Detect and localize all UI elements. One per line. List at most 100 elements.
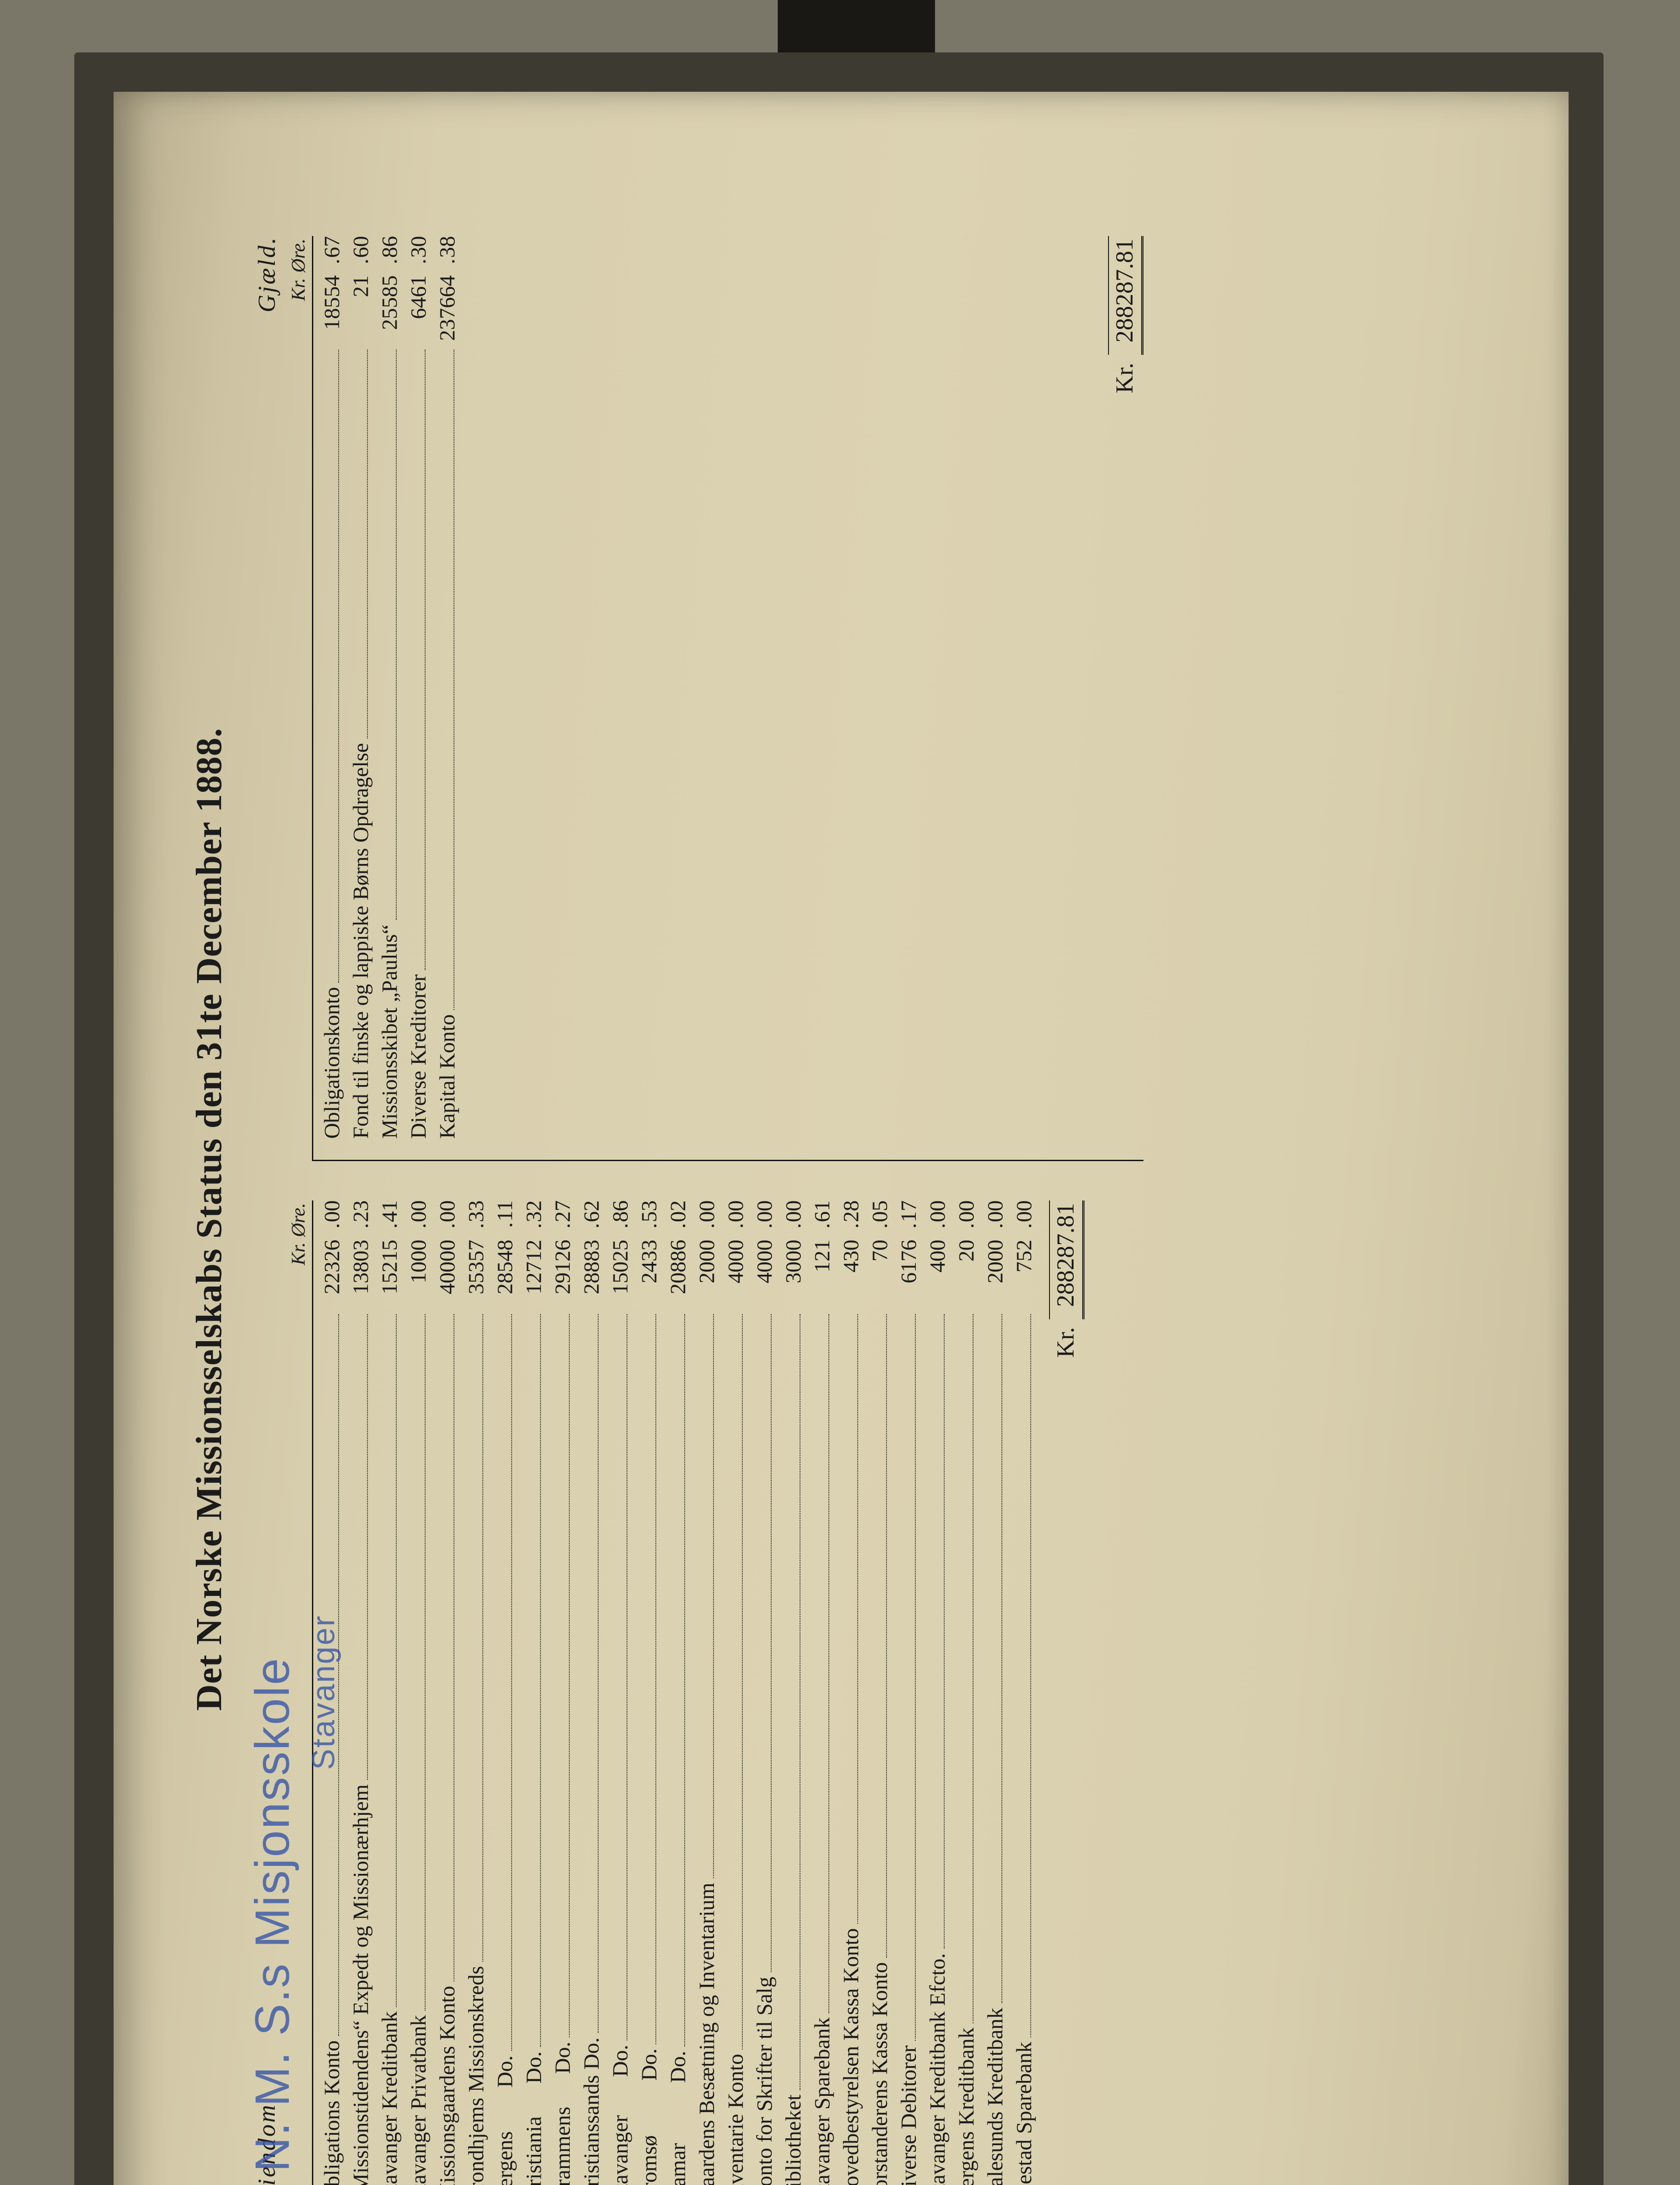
ledger-row: Stavanger Privatbank100000 — [404, 1200, 432, 2185]
ledger-row: Bibliotheket 300000 — [779, 1200, 807, 2185]
ledger-row: Obligationskonto1855467 — [318, 236, 346, 1139]
dot-leader — [817, 1314, 830, 2013]
dot-leader — [875, 1314, 887, 1958]
ledger-row: Aalesunds Kreditbank200000 — [981, 1200, 1009, 2185]
dot-leader — [471, 1314, 484, 1962]
row-ore: 00 — [923, 1200, 951, 1240]
row-label: Hovedbestyrelsen Kassa Konto — [837, 1928, 865, 2185]
row-label: Diverse Debitorer — [894, 2045, 922, 2185]
row-ore: 00 — [779, 1200, 807, 1240]
ledger-row: Stavanger Kreditbank Efcto.40000 — [923, 1200, 951, 2185]
row-ore: 00 — [750, 1200, 778, 1240]
dot-leader — [760, 1314, 772, 1973]
row-ore: 28 — [837, 1200, 865, 1240]
header-kr: Kr. — [287, 1242, 309, 1312]
row-kr: 121 — [808, 1240, 836, 1310]
dot-leader — [904, 1314, 916, 2041]
row-label: Drammens Do. — [548, 2042, 576, 2185]
row-label: Tromsø Do. — [635, 2049, 663, 2185]
assets-column: Eiendom Kr. Øre. Obligations Konto223260… — [253, 1200, 1084, 2185]
ledger-row: Forstanderens Kassa Konto7005 — [866, 1200, 894, 2185]
ledger-row: Inventarie Konto400000 — [721, 1200, 749, 2185]
row-kr: 29126 — [548, 1240, 576, 1310]
row-kr: 18554 — [318, 275, 346, 345]
dot-leader — [558, 1314, 570, 2037]
ledger-row: Trondhjems Missionskreds3535733 — [462, 1200, 490, 2185]
dot-leader — [1019, 1314, 1032, 2037]
dot-leader — [846, 1314, 859, 1924]
row-ore: 27 — [548, 1200, 576, 1240]
dot-leader — [962, 1314, 974, 2023]
row-label: Stavanger Sparebank — [808, 2018, 836, 2185]
dot-leader — [385, 1314, 397, 2007]
ledger-row: Stavanger Sparebank 12161 — [808, 1200, 836, 2185]
row-label: Kristianssands Do. — [577, 2037, 605, 2185]
row-kr: 70 — [866, 1240, 894, 1310]
library-stamp-line2: Stavanger — [306, 1615, 342, 1770]
ledger-row: Kapital Konto23766438 — [433, 236, 461, 1139]
row-label: Aalesunds Kreditbank — [981, 2008, 1009, 2185]
row-label: Gaardens Besætning og Inventarium — [693, 1883, 720, 2185]
dot-leader — [414, 1314, 426, 2011]
row-ore: 41 — [375, 1200, 403, 1240]
scan-background: Det Norske Missionsselskabs Status den 3… — [0, 0, 1680, 2185]
row-ore: 23 — [346, 1200, 374, 1240]
row-kr: 22326 — [318, 1240, 346, 1310]
row-ore: 33 — [462, 1200, 490, 1240]
dot-leader — [673, 1314, 686, 2046]
dot-leader — [933, 1314, 945, 1949]
row-label: Ibestad Sparebank — [1010, 2042, 1038, 2185]
row-ore: 05 — [866, 1200, 894, 1240]
book-page: Det Norske Missionsselskabs Status den 3… — [114, 92, 1569, 2185]
row-kr: 400 — [923, 1240, 951, 1310]
ledger-row: Bergens Do.2854811 — [491, 1200, 519, 2185]
dot-leader — [356, 350, 368, 739]
row-label: Kapital Konto — [433, 1014, 461, 1139]
ledger-row: Ibestad Sparebank75200 — [1010, 1200, 1038, 2185]
row-label: Stavanger Do. — [606, 2045, 634, 2185]
row-label: Konto for Skrifter til Salg — [750, 1977, 778, 2185]
rotated-page-content: Det Norske Missionsselskabs Status den 3… — [188, 236, 1455, 2185]
ledger-row: „Missionstidendens“ Expedt og Missionærh… — [346, 1200, 374, 2185]
row-ore: 61 — [808, 1200, 836, 1240]
row-label: Stavanger Privatbank — [404, 2015, 432, 2185]
dot-leader — [587, 1314, 599, 2033]
dot-leader — [414, 350, 426, 970]
dot-leader — [500, 1314, 513, 2051]
dot-leader — [789, 1314, 801, 2090]
page-title: Det Norske Missionsselskabs Status den 3… — [188, 236, 230, 2185]
row-ore: 32 — [520, 1200, 547, 1240]
row-ore: 67 — [318, 236, 346, 275]
ledger-row: Missionsgaardens Konto4000000 — [433, 1200, 461, 2185]
top-dark-tab — [778, 0, 935, 57]
row-kr: 12712 — [520, 1240, 547, 1310]
row-label: Hamar Do. — [664, 2051, 692, 2185]
liabilities-amount-header: Kr. Øre. — [287, 236, 309, 1161]
row-ore: 00 — [318, 1200, 346, 1240]
ledger-row: Diverse Kreditorer646130 — [404, 236, 432, 1139]
ledger-row: Bergens Kreditbank2000 — [952, 1200, 980, 2185]
row-label: Inventarie Konto — [721, 2054, 749, 2185]
row-kr: 2000 — [693, 1240, 720, 1310]
row-label: Stavanger Kreditbank — [375, 2012, 403, 2185]
row-ore: 02 — [664, 1200, 692, 1240]
row-ore: 30 — [404, 236, 432, 275]
dot-leader — [385, 350, 397, 920]
row-label: Trondhjems Missionskreds — [462, 1966, 490, 2185]
row-kr: 6176 — [894, 1240, 922, 1310]
dot-leader — [443, 350, 455, 1010]
row-ore: 17 — [894, 1200, 922, 1240]
ledger-row: Stavanger Kreditbank1521541 — [375, 1200, 403, 2185]
row-label: Bibliotheket — [779, 2095, 807, 2185]
ledger-row: Gaardens Besætning og Inventarium200000 — [693, 1200, 720, 2185]
row-ore: 00 — [433, 1200, 461, 1240]
row-ore: 00 — [721, 1200, 749, 1240]
row-kr: 3000 — [779, 1240, 807, 1310]
ledger-row: Konto for Skrifter til Salg400000 — [750, 1200, 778, 2185]
ledger-row: Hovedbestyrelsen Kassa Konto43028 — [837, 1200, 865, 2185]
row-kr: 28548 — [491, 1240, 519, 1310]
row-label: Bergens Do. — [491, 2055, 519, 2185]
liabilities-body: Obligationskonto1855467Fond til finske o… — [312, 236, 1143, 1161]
liabilities-column: Gjæld. Kr. Øre. Obligationskonto1855467F… — [253, 236, 1084, 1161]
row-kr: 2000 — [981, 1240, 1009, 1310]
